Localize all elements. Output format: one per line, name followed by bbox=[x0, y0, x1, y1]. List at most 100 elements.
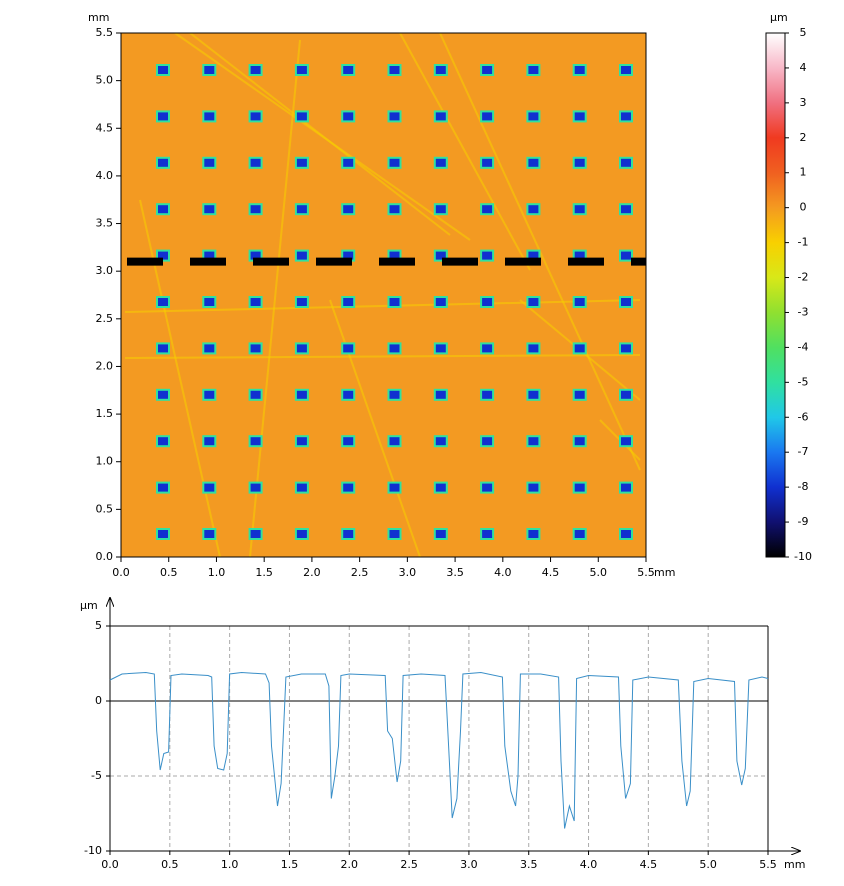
colorbar-tick-label: 1 bbox=[800, 166, 807, 179]
x-tick-label: 1.0 bbox=[221, 858, 239, 871]
pit bbox=[435, 251, 446, 260]
pit bbox=[528, 112, 539, 121]
pit bbox=[250, 112, 261, 121]
pit bbox=[158, 112, 168, 121]
pit bbox=[250, 298, 261, 306]
scratch bbox=[249, 39, 301, 557]
colorbar-tick-label: -5 bbox=[798, 375, 809, 388]
y-tick-label: 5.0 bbox=[96, 74, 114, 87]
x-tick-label: 1.0 bbox=[208, 566, 226, 579]
y-tick-label: -10 bbox=[84, 844, 102, 857]
pit bbox=[343, 205, 354, 214]
x-tick-label: 3.0 bbox=[460, 858, 478, 871]
y-tick-label: 4.5 bbox=[96, 121, 114, 134]
pit bbox=[482, 251, 493, 260]
y-tick-label: 2.5 bbox=[96, 312, 114, 325]
pit bbox=[435, 158, 446, 167]
pit bbox=[250, 251, 261, 260]
pit bbox=[204, 344, 215, 353]
pit bbox=[250, 205, 261, 214]
pit bbox=[528, 530, 539, 538]
x-tick-label: 0.0 bbox=[101, 858, 119, 871]
pit bbox=[204, 251, 215, 260]
pit bbox=[528, 344, 539, 353]
colorbar bbox=[765, 32, 786, 558]
x-tick-label: 4.0 bbox=[580, 858, 598, 871]
pit bbox=[574, 66, 585, 74]
pit bbox=[482, 483, 493, 492]
pit bbox=[528, 298, 539, 306]
y-tick-label: -5 bbox=[91, 769, 102, 782]
pit bbox=[389, 298, 400, 306]
colorbar-tick-label: 5 bbox=[800, 26, 807, 39]
pit bbox=[574, 344, 585, 353]
height-map bbox=[121, 33, 646, 557]
x-tick-label: 4.5 bbox=[640, 858, 658, 871]
y-tick-label: 3.5 bbox=[96, 217, 114, 230]
scratch bbox=[124, 354, 641, 359]
pit bbox=[621, 66, 631, 74]
pit bbox=[296, 251, 307, 260]
y-tick-label: 1.0 bbox=[96, 455, 114, 468]
x-tick-label: 0.0 bbox=[112, 566, 130, 579]
pit bbox=[482, 437, 493, 446]
pit bbox=[435, 437, 446, 446]
pit bbox=[482, 390, 493, 399]
pit bbox=[158, 344, 168, 353]
x-tick-label: 5.5 bbox=[637, 566, 655, 579]
pit bbox=[621, 483, 631, 492]
pit bbox=[574, 390, 585, 399]
x-tick-label: 4.5 bbox=[542, 566, 560, 579]
pit bbox=[296, 66, 307, 74]
pit bbox=[435, 66, 446, 74]
pit bbox=[343, 158, 354, 167]
pit bbox=[250, 344, 261, 353]
colorbar-tick-label: -9 bbox=[798, 515, 809, 528]
pit bbox=[389, 530, 400, 538]
pit bbox=[204, 205, 215, 214]
pit bbox=[574, 483, 585, 492]
pit bbox=[158, 298, 168, 306]
colorbar-unit: µm bbox=[770, 11, 788, 24]
y-tick-label: 0 bbox=[95, 694, 102, 707]
y-tick-label: 5 bbox=[95, 619, 102, 632]
pit bbox=[528, 483, 539, 492]
pit bbox=[621, 298, 631, 306]
pit bbox=[528, 390, 539, 399]
pit bbox=[343, 530, 354, 538]
pit bbox=[296, 205, 307, 214]
pit bbox=[343, 390, 354, 399]
pit bbox=[435, 390, 446, 399]
colorbar-tick-label: -8 bbox=[798, 480, 809, 493]
pit bbox=[574, 298, 585, 306]
x-tick-label: 2.5 bbox=[351, 566, 369, 579]
pit bbox=[250, 437, 261, 446]
pit bbox=[250, 390, 261, 399]
pit bbox=[250, 66, 261, 74]
colorbar-tick-label: -10 bbox=[794, 550, 812, 563]
colorbar-tick-label: 3 bbox=[800, 96, 807, 109]
pit bbox=[435, 530, 446, 538]
x-tick-label: 3.5 bbox=[446, 566, 464, 579]
pit bbox=[435, 112, 446, 121]
colorbar-tick-label: -6 bbox=[798, 410, 809, 423]
pit bbox=[389, 112, 400, 121]
plot-frame bbox=[120, 32, 647, 558]
pit bbox=[621, 112, 631, 121]
y-tick-label: 0.0 bbox=[96, 550, 114, 563]
pit bbox=[158, 158, 168, 167]
pit bbox=[389, 66, 400, 74]
pit bbox=[158, 530, 168, 538]
colorbar-tick-label: -4 bbox=[798, 340, 809, 353]
pit bbox=[621, 205, 631, 214]
pit bbox=[204, 66, 215, 74]
pit bbox=[204, 437, 215, 446]
pit bbox=[158, 205, 168, 214]
pit bbox=[158, 251, 168, 260]
pit bbox=[435, 483, 446, 492]
x-tick-label: 3.0 bbox=[399, 566, 417, 579]
pit bbox=[250, 530, 261, 538]
pit bbox=[621, 530, 631, 538]
pit bbox=[435, 205, 446, 214]
